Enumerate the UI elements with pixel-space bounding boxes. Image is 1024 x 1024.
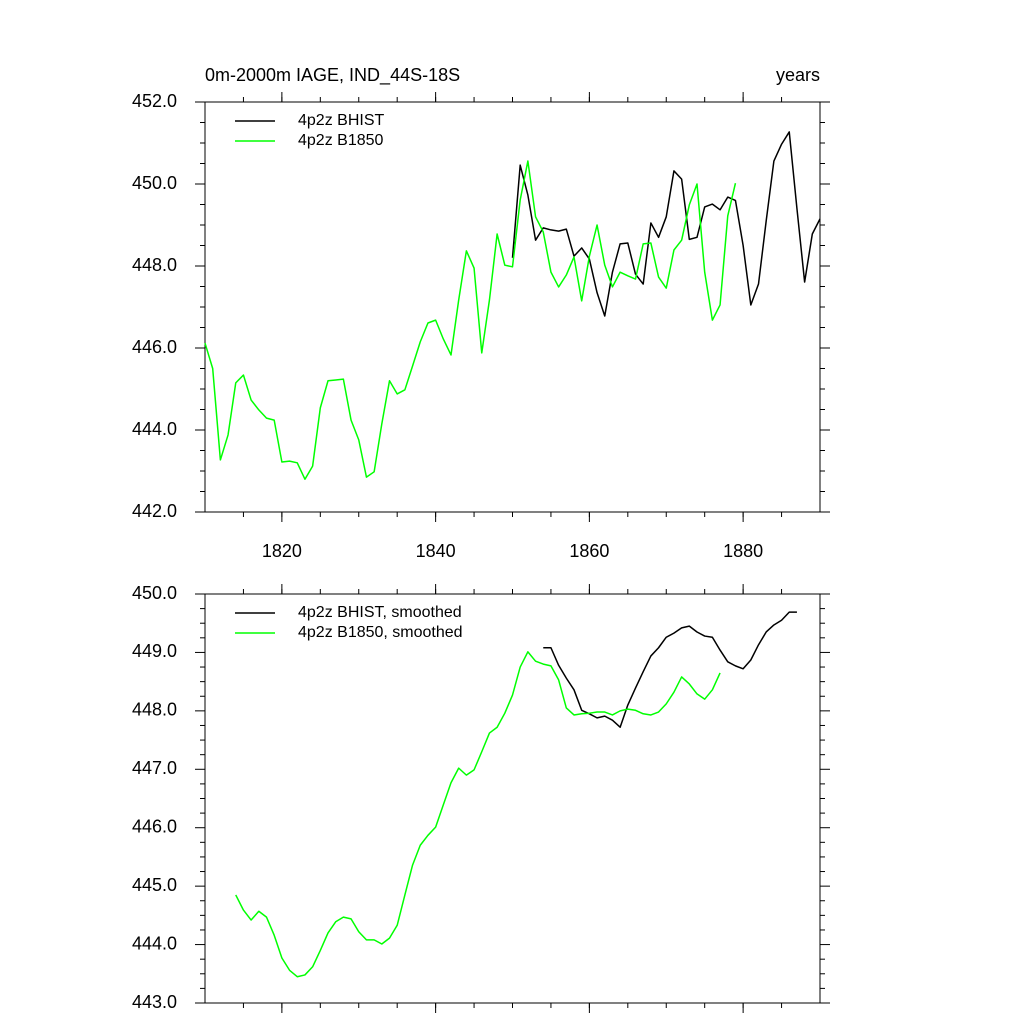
y-tick-label: 442.0	[132, 501, 177, 521]
y-tick-label: 452.0	[132, 91, 177, 111]
data-line	[511, 131, 821, 317]
plot-frame	[204, 593, 821, 1004]
chart-title: 0m-2000m IAGE, IND_44S-18S	[205, 65, 460, 86]
y-tick-label: 448.0	[132, 255, 177, 275]
y-tick-label: 444.0	[132, 419, 177, 439]
y-tick-label: 447.0	[132, 758, 177, 778]
legend-label: 4p2z B1850, smoothed	[298, 624, 463, 641]
data-line	[235, 651, 721, 978]
y-tick-label: 450.0	[132, 173, 177, 193]
x-tick-label: 1860	[569, 541, 609, 561]
y-tick-label: 450.0	[132, 583, 177, 603]
legend-label: 4p2z BHIST, smoothed	[298, 604, 462, 621]
plot-frame	[204, 101, 821, 513]
y-tick-label: 446.0	[132, 337, 177, 357]
legend-label: 4p2z BHIST	[298, 112, 384, 129]
right-title: years	[776, 65, 820, 85]
x-tick-label: 1820	[262, 541, 302, 561]
y-tick-label: 443.0	[132, 992, 177, 1012]
y-tick-label: 444.0	[132, 933, 177, 953]
y-tick-label: 448.0	[132, 700, 177, 720]
y-tick-label: 445.0	[132, 875, 177, 895]
data-line	[204, 160, 737, 480]
y-tick-label: 446.0	[132, 816, 177, 836]
x-tick-label: 1840	[416, 541, 456, 561]
y-tick-label: 449.0	[132, 641, 177, 661]
data-line	[543, 611, 797, 728]
x-tick-label: 1880	[723, 541, 763, 561]
legend-label: 4p2z B1850	[298, 132, 384, 149]
